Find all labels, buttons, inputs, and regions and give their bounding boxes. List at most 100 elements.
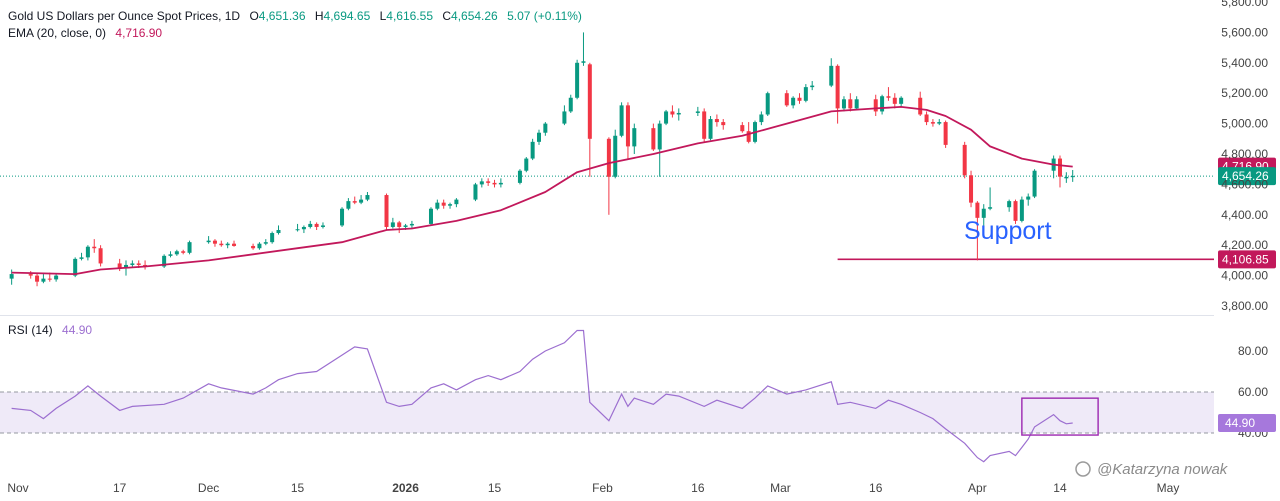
candle-body	[346, 201, 351, 209]
candle-body	[384, 195, 389, 227]
candle-body	[448, 204, 453, 206]
candle-body	[841, 99, 846, 109]
candle-body	[1070, 176, 1075, 178]
time-tick-label: Mar	[770, 481, 791, 495]
candle-body	[263, 242, 268, 244]
rsi-tick-label: 80.00	[1238, 344, 1268, 358]
candle-body	[486, 181, 491, 183]
rsi-tick-label: 60.00	[1238, 385, 1268, 399]
candle-body	[1032, 170, 1037, 197]
candle-body	[918, 97, 923, 115]
open-value: 4,651.36	[259, 9, 306, 23]
candle-body	[308, 223, 313, 227]
candle-body	[873, 99, 878, 112]
candle-body	[181, 251, 186, 253]
candle-body	[435, 202, 440, 209]
price-tick-label: 4,200.00	[1221, 238, 1268, 252]
candle-body	[409, 223, 414, 226]
ema-value: 4,716.90	[115, 26, 162, 40]
close-label: C	[442, 9, 451, 23]
support-price-tag	[1218, 250, 1276, 269]
candle-body	[352, 201, 357, 203]
time-tick-label: Feb	[592, 481, 613, 495]
candle-body	[651, 128, 656, 150]
candle-body	[657, 123, 662, 150]
candle-body	[1013, 201, 1018, 221]
time-tick-label: 15	[488, 481, 502, 495]
candle-body	[784, 93, 789, 106]
candle-body	[98, 248, 103, 264]
candle-body	[530, 141, 535, 159]
last-price-tag	[1218, 167, 1276, 186]
close-value: 4,654.26	[451, 9, 498, 23]
candle-body	[759, 114, 764, 123]
candle-body	[28, 274, 33, 276]
candle-body	[54, 275, 59, 280]
candle-body	[403, 225, 408, 227]
candle-body	[340, 208, 345, 226]
candle-body	[632, 128, 637, 147]
candle-body	[92, 246, 97, 249]
candle-body	[797, 97, 802, 101]
candle-body	[117, 263, 122, 268]
candle-body	[708, 119, 713, 139]
ema-line	[11, 106, 1073, 276]
high-value: 4,694.65	[324, 9, 371, 23]
time-tick-label: 2026	[392, 481, 419, 495]
candle-body	[1057, 158, 1062, 177]
candle-body	[301, 226, 306, 230]
time-tick-label: 16	[691, 481, 705, 495]
candle-body	[924, 114, 929, 123]
candle-body	[397, 222, 402, 227]
candle-body	[536, 132, 541, 142]
candle-body	[721, 122, 726, 126]
price-tick-label: 4,600.00	[1221, 177, 1268, 191]
candle-body	[492, 182, 497, 185]
candle-body	[835, 65, 840, 109]
price-tick-label: 3,800.00	[1221, 299, 1268, 313]
candle-body	[975, 202, 980, 218]
candle-body	[73, 258, 78, 276]
candle-body	[35, 275, 40, 282]
candle-body	[320, 225, 325, 227]
candle-body	[969, 175, 974, 203]
rsi-band	[0, 392, 1214, 433]
candle-body	[428, 208, 433, 224]
candle-body	[232, 243, 237, 246]
candle-body	[892, 97, 897, 104]
candle-body	[174, 251, 179, 255]
candle-body	[270, 233, 275, 243]
candle-body	[587, 64, 592, 139]
candle-body	[162, 255, 167, 267]
rsi-last-value-tag	[1218, 413, 1276, 432]
candle-body	[765, 93, 770, 115]
candle-body	[562, 111, 567, 124]
price-tick-label: 5,800.00	[1221, 0, 1268, 9]
candle-body	[937, 122, 942, 124]
candle-body	[219, 243, 224, 246]
candle-body	[85, 246, 90, 258]
candlestick-series	[9, 32, 1075, 287]
time-tick-label: 16	[869, 481, 883, 495]
candle-body	[606, 138, 611, 177]
candle-body	[441, 202, 446, 206]
ema-legend: EMA (20, close, 0) 4,716.90	[8, 26, 162, 40]
candle-body	[702, 111, 707, 139]
candle-body	[9, 274, 14, 279]
time-axis[interactable]: Nov 17 Dec 15 2026 15 Feb 16 Mar 16 Apr 14 May	[7, 481, 1179, 495]
chart-title: Gold US Dollars per Ounce Spot Prices, 1…	[8, 9, 240, 23]
candle-body	[1064, 176, 1069, 179]
change-value: 5.07 (+0.11%)	[507, 9, 582, 23]
candle-body	[575, 62, 580, 98]
price-tick-label: 4,400.00	[1221, 208, 1268, 222]
candle-body	[664, 111, 669, 124]
candle-body	[880, 96, 885, 112]
candle-body	[517, 170, 522, 183]
candle-body	[810, 85, 815, 88]
price-tick-label: 5,200.00	[1221, 86, 1268, 100]
price-axis[interactable]: 3,800.00 4,000.00 4,200.00 4,400.00 4,600.00…	[1221, 0, 1268, 313]
candle-body	[854, 99, 859, 109]
candle-body	[848, 99, 853, 109]
